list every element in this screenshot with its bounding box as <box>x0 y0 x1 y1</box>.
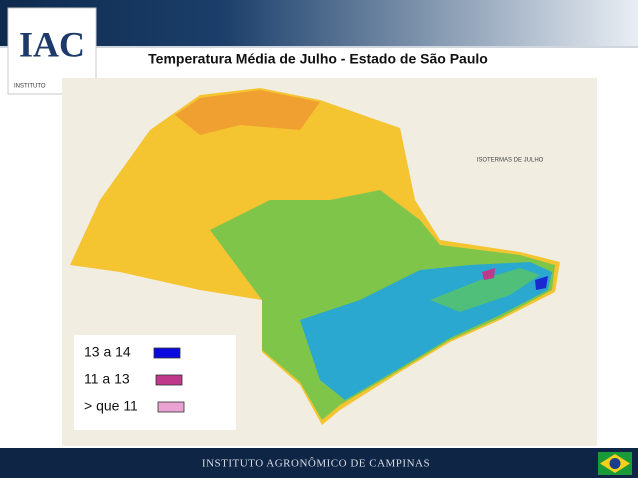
logo-caption: INSTITUTO <box>14 84 46 90</box>
legend-label: 13 a 14 <box>84 344 131 360</box>
zone-highland <box>430 268 540 312</box>
legend-swatch <box>155 374 183 386</box>
brazil-flag <box>598 452 632 475</box>
zone-cold-patch <box>482 268 495 280</box>
footer-text: INSTITUTO AGRONÔMICO DE CAMPINAS <box>202 458 430 470</box>
slide-title: Temperatura Média de Julho - Estado de S… <box>148 51 488 67</box>
footer-band <box>0 448 638 478</box>
legend-swatch <box>153 347 181 359</box>
legend-swatch <box>157 401 185 413</box>
legend-label: 11 a 13 <box>84 371 130 387</box>
logo: IAC <box>19 24 85 64</box>
legend: 13 a 14 11 a 13 > que 11 <box>84 344 185 414</box>
zone-coldest-patch <box>535 276 548 290</box>
legend-label: > que 11 <box>84 398 138 414</box>
zone-warmest <box>175 90 320 135</box>
header-band <box>0 0 638 46</box>
header-rule <box>0 46 638 48</box>
map <box>70 88 560 425</box>
map-inset-title: ISOTERMAS DE JULHO <box>477 158 544 164</box>
